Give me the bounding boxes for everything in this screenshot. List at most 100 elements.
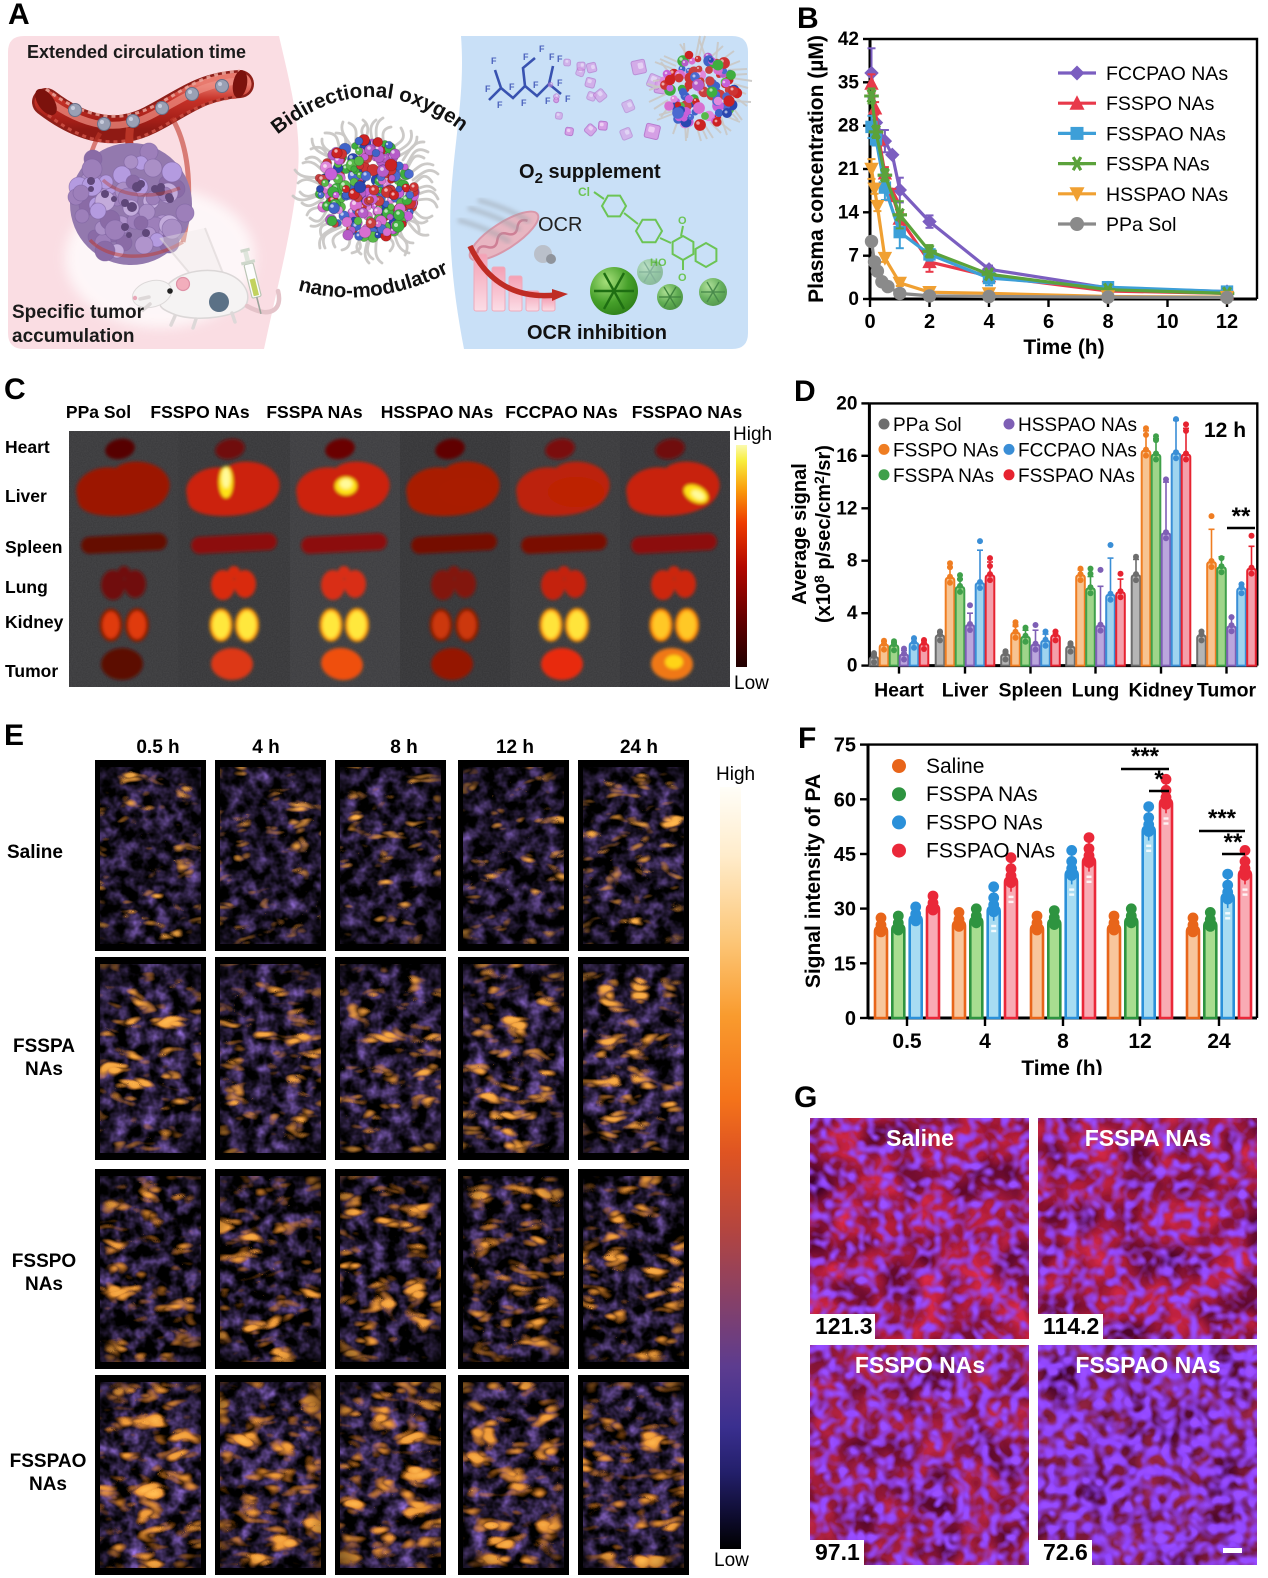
svg-text:O: O <box>678 272 687 284</box>
svg-text:FSSPAO NAs: FSSPAO NAs <box>1018 466 1135 487</box>
svg-text:15: 15 <box>834 953 856 975</box>
svg-text:8: 8 <box>1057 1030 1069 1053</box>
svg-text:75: 75 <box>834 735 856 757</box>
svg-text:4: 4 <box>847 603 858 624</box>
svg-text:FSSPA: FSSPA <box>13 1036 75 1057</box>
svg-text:PPa Sol: PPa Sol <box>66 402 131 422</box>
svg-text:Specific tumor: Specific tumor <box>12 302 145 323</box>
svg-text:0.5: 0.5 <box>892 1030 922 1053</box>
svg-text:FSSPA NAs: FSSPA NAs <box>1106 154 1210 176</box>
svg-text:8: 8 <box>1102 311 1113 333</box>
svg-text:PPa Sol: PPa Sol <box>1106 214 1176 236</box>
svg-text:High: High <box>716 764 755 785</box>
svg-text:35: 35 <box>838 72 860 93</box>
svg-text:2: 2 <box>924 311 935 333</box>
svg-text:Heart: Heart <box>874 680 924 702</box>
svg-text:24: 24 <box>1207 1030 1231 1053</box>
svg-text:10: 10 <box>1156 311 1178 333</box>
svg-text:72.6: 72.6 <box>1043 1539 1088 1565</box>
svg-text:12 h: 12 h <box>496 737 534 758</box>
svg-text:Tumor: Tumor <box>5 661 58 681</box>
svg-text:Signal intensity of PA: Signal intensity of PA <box>802 774 825 988</box>
svg-text:NAs: NAs <box>25 1274 63 1295</box>
svg-text:Lung: Lung <box>5 577 48 597</box>
svg-text:FSSPA NAs: FSSPA NAs <box>893 466 994 487</box>
svg-text:NAs: NAs <box>29 1474 67 1495</box>
svg-text:F: F <box>549 52 555 62</box>
svg-text:nano-modulator: nano-modulator <box>297 256 452 302</box>
svg-text:FSSPA NAs: FSSPA NAs <box>926 783 1038 806</box>
svg-text:OCR: OCR <box>538 214 582 236</box>
svg-text:21: 21 <box>838 159 860 180</box>
svg-text:PPa Sol: PPa Sol <box>893 415 962 436</box>
svg-text:20: 20 <box>836 393 857 414</box>
svg-text:Spleen: Spleen <box>999 680 1063 702</box>
svg-text:8 h: 8 h <box>390 737 417 758</box>
svg-text:Low: Low <box>734 673 769 694</box>
svg-text:Saline: Saline <box>926 755 984 778</box>
svg-text:FSSPO NAs: FSSPO NAs <box>893 440 999 461</box>
svg-text:*: * <box>1154 766 1164 793</box>
svg-text:4: 4 <box>979 1030 991 1053</box>
svg-text:Average signal: Average signal <box>789 463 811 605</box>
svg-text:FSSPO: FSSPO <box>12 1251 76 1272</box>
svg-text:0: 0 <box>864 311 875 333</box>
svg-text:F: F <box>557 54 563 64</box>
svg-text:12 h: 12 h <box>1204 419 1246 442</box>
svg-text:FSSPAO NAs: FSSPAO NAs <box>1106 123 1226 145</box>
svg-text:FSSPO NAs: FSSPO NAs <box>1106 93 1215 115</box>
svg-text:F: F <box>491 56 497 66</box>
svg-text:**: ** <box>1232 503 1251 530</box>
svg-text:O2 supplement: O2 supplement <box>519 161 661 187</box>
svg-text:***: *** <box>1208 805 1237 832</box>
svg-text:4 h: 4 h <box>252 737 279 758</box>
svg-text:FSSPAO NAs: FSSPAO NAs <box>926 840 1055 863</box>
svg-text:F: F <box>523 52 529 62</box>
svg-text:Plasma concentration (µM): Plasma concentration (µM) <box>805 35 828 303</box>
svg-text:F: F <box>497 100 503 110</box>
svg-text:12: 12 <box>1216 311 1238 333</box>
svg-text:0: 0 <box>847 656 858 677</box>
svg-text:Lung: Lung <box>1072 680 1120 702</box>
svg-text:FCCPAO NAs: FCCPAO NAs <box>1106 63 1228 85</box>
svg-text:F: F <box>509 82 515 92</box>
svg-text:45: 45 <box>834 844 856 866</box>
svg-text:Cl: Cl <box>578 185 590 199</box>
svg-text:16: 16 <box>836 446 857 467</box>
svg-text:***: *** <box>1131 743 1160 770</box>
svg-text:FSSPO NAs: FSSPO NAs <box>926 811 1043 834</box>
svg-text:4: 4 <box>983 311 995 333</box>
svg-text:Time (h): Time (h) <box>1021 1057 1102 1075</box>
svg-text:24 h: 24 h <box>620 737 658 758</box>
svg-text:Kidney: Kidney <box>1128 680 1193 702</box>
svg-text:FSSPAO NAs: FSSPAO NAs <box>1075 1352 1220 1378</box>
svg-text:12: 12 <box>1128 1030 1151 1053</box>
svg-text:FCCPAO NAs: FCCPAO NAs <box>505 402 618 422</box>
svg-text:F: F <box>521 98 527 108</box>
svg-text:14: 14 <box>838 202 860 223</box>
svg-text:HSSPAO NAs: HSSPAO NAs <box>381 402 494 422</box>
svg-text:30: 30 <box>834 899 856 921</box>
svg-text:Kidney: Kidney <box>5 612 64 632</box>
svg-text:Saline: Saline <box>7 842 63 863</box>
svg-text:Liver: Liver <box>942 680 989 702</box>
svg-text:Saline: Saline <box>886 1125 954 1151</box>
svg-text:60: 60 <box>834 789 856 811</box>
svg-text:Heart: Heart <box>5 437 50 457</box>
svg-text:FSSPAO NAs: FSSPAO NAs <box>632 402 743 422</box>
svg-text:28: 28 <box>838 116 859 137</box>
svg-text:HSSPAO NAs: HSSPAO NAs <box>1018 415 1137 436</box>
svg-text:OCR inhibition: OCR inhibition <box>527 322 667 344</box>
svg-text:F: F <box>545 96 551 106</box>
svg-text:7: 7 <box>848 246 859 267</box>
svg-text:Time (h): Time (h) <box>1023 336 1104 359</box>
svg-text:FSSPA NAs: FSSPA NAs <box>266 402 363 422</box>
svg-text:114.2: 114.2 <box>1043 1313 1099 1339</box>
svg-text:0: 0 <box>845 1008 856 1030</box>
svg-text:97.1: 97.1 <box>815 1539 860 1565</box>
svg-text:FSSPO NAs: FSSPO NAs <box>150 402 249 422</box>
svg-text:F: F <box>557 78 563 88</box>
svg-text:Spleen: Spleen <box>5 537 62 557</box>
svg-text:Low: Low <box>714 1550 749 1571</box>
svg-text:12: 12 <box>836 498 857 519</box>
